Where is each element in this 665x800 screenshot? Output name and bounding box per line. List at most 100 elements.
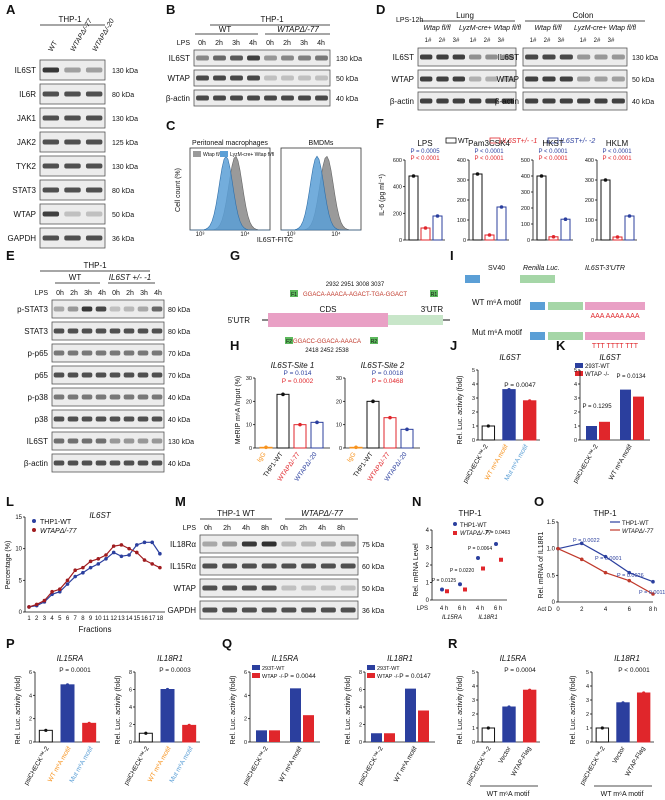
b-blot-band — [247, 75, 260, 81]
panel-letter-A: A — [6, 2, 16, 17]
n-lps: LPS — [417, 606, 428, 612]
e-blot-kda-4: 40 kDa — [168, 395, 190, 402]
n-wt-point — [494, 542, 498, 546]
o-point — [651, 579, 655, 584]
l-point — [27, 605, 31, 609]
q-legend-wt — [252, 665, 260, 670]
d-colon-row-0 — [522, 47, 628, 67]
b-blot-band — [298, 55, 311, 61]
e-blot-band — [81, 438, 93, 444]
a-blot-band — [64, 187, 81, 193]
h-title: IL6ST-Site 1 — [271, 361, 315, 370]
j-chart-tick-label: 2 — [472, 410, 475, 416]
p-xlabel: Mut m⁶A motif — [168, 745, 194, 784]
n-tick-label: 2 — [426, 563, 430, 569]
g-r1-label: R1 — [431, 292, 438, 298]
e-blot-row-4 — [51, 387, 165, 407]
q-title: IL18R1 — [387, 654, 413, 663]
a-blot-band — [85, 67, 103, 73]
p-chart-tick-label: 6 — [129, 688, 132, 694]
n-title: THP-1 — [458, 509, 482, 518]
f-p2: P < 0.0001 — [602, 149, 632, 155]
p-xlabel: WT m⁶A motif — [147, 745, 173, 783]
f-bar — [408, 175, 419, 241]
p-ylabel: Rel. Luc. activity (fold) — [15, 676, 22, 745]
m-blot-band — [340, 585, 356, 591]
c-tick-0: 10³ — [196, 232, 205, 238]
f-p2: P < 0.0001 — [538, 149, 568, 155]
r-chart-tick-label: 5 — [586, 670, 589, 676]
c-legend-wt — [193, 151, 201, 157]
e-blot-band — [95, 394, 107, 400]
o-xtick: 6 — [628, 607, 632, 613]
m-blot-band — [261, 607, 277, 613]
i-sv40-label: SV40 — [488, 265, 505, 272]
b-title: THP-1 — [260, 15, 284, 24]
d-colon-label-2: β-actin — [495, 97, 519, 106]
f-tick-label: 200 — [521, 206, 530, 212]
e-blot-band — [123, 438, 135, 444]
b-blot-kda-2: 40 kDa — [336, 96, 358, 103]
i-row-sv40 — [530, 302, 545, 310]
k-tick-label: 2 — [574, 410, 577, 416]
panel-letter-E: E — [6, 248, 15, 263]
d-mouse: 2# — [439, 38, 446, 44]
r-chart-tick-label: 4 — [472, 684, 475, 690]
b-blot-band — [230, 55, 243, 61]
o-p: P = 0.0001 — [595, 556, 622, 562]
o-point — [556, 546, 560, 551]
n-wt-point — [476, 556, 480, 560]
b-blot-band — [230, 95, 243, 101]
n-wt-point — [440, 587, 444, 592]
d-mouse: 2# — [594, 38, 601, 44]
e-blot-band — [53, 416, 65, 422]
a-blot-band — [64, 211, 81, 217]
r-group: WT m⁶A motif — [487, 791, 530, 798]
c-tick-3: 10⁴ — [331, 231, 341, 238]
k-bar — [620, 389, 631, 440]
b-blot-band — [196, 55, 209, 61]
i-renilla — [520, 275, 555, 283]
d-colon-kda-1: 50 kDa — [632, 77, 654, 84]
l-xtick: 8 — [81, 616, 85, 622]
m-blot-band — [241, 585, 257, 591]
m-blot-row-1 — [199, 556, 359, 576]
a-blot-label-0: IL6ST — [15, 66, 36, 75]
e-blot-band — [137, 438, 149, 444]
d-mouse: 2# — [484, 38, 491, 44]
m-blot-band — [301, 607, 317, 613]
f-legend-wt-label: WT — [458, 138, 470, 145]
m-blot-band — [222, 607, 238, 613]
e-blot-row-6 — [51, 431, 165, 451]
d-colon-kda-0: 130 kDa — [632, 55, 658, 62]
h-p2: P = 0.0018 — [372, 370, 404, 377]
r-chart-tick-label: 2 — [472, 712, 475, 718]
b-time: 0h — [266, 40, 274, 47]
e-blot-label-2: p-p65 — [28, 349, 49, 358]
e-blot-kda-5: 40 kDa — [168, 417, 190, 424]
o-tick-label: 1.0 — [547, 547, 556, 553]
n-time: 4 h — [440, 606, 448, 612]
m-time: 2h — [223, 525, 231, 532]
f-tick-label: 500 — [521, 158, 530, 164]
l-point — [73, 574, 77, 579]
m-blot-band — [320, 607, 336, 613]
e-blot-band — [151, 394, 163, 400]
l-xtick: 9 — [89, 616, 93, 622]
b-blot-label-1: WTAP — [167, 74, 190, 83]
d-lung-label-1: WTAP — [391, 75, 414, 84]
e-blot-band — [53, 350, 65, 356]
f-bar — [432, 215, 443, 241]
panel-letter-K: K — [556, 338, 566, 353]
h-p1: P = 0.0002 — [282, 378, 314, 385]
panel-letter-C: C — [166, 118, 176, 133]
c-right-title: BMDMs — [309, 140, 334, 147]
q-tick-label: 0 — [359, 740, 362, 746]
i-wt-label: WT m⁶A motif — [472, 298, 522, 307]
l-point — [135, 543, 139, 547]
m-time: 8h — [337, 525, 345, 532]
l-xlabel: Fractions — [79, 625, 112, 634]
e-blot-band — [137, 328, 149, 334]
c-right-ko-hist — [280, 155, 361, 231]
b-time: 0h — [198, 40, 206, 47]
